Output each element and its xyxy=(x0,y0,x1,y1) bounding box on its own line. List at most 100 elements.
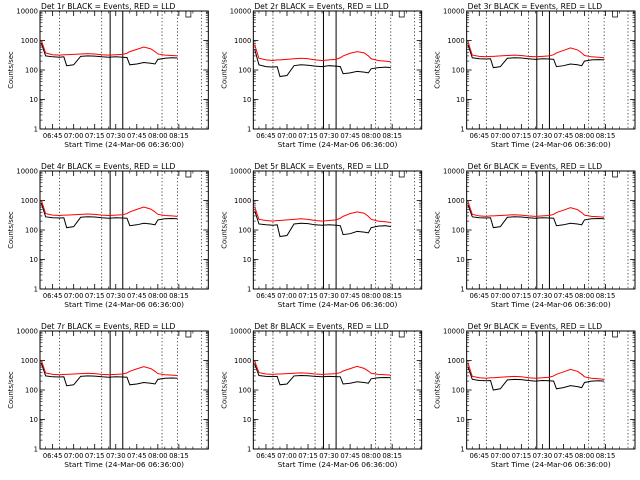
panel-2-ytick-label: 10000 xyxy=(230,8,252,16)
panel-8-events-line xyxy=(254,364,391,386)
panel-3-xtick-label: 06:45 xyxy=(469,132,489,140)
panel-5-xtick-label: 07:15 xyxy=(298,292,318,300)
panel-9-lld-line xyxy=(467,363,605,380)
panel-6-events-line xyxy=(467,204,605,229)
panel-4-xtick-label: 07:45 xyxy=(127,292,147,300)
panel-6-xtick-label: 07:15 xyxy=(512,292,532,300)
panel-3-ytick-label: 10 xyxy=(456,96,465,104)
panel-4-ytick-label: 1000 xyxy=(21,197,38,205)
panel-5-lld-line xyxy=(254,206,391,223)
panel-5-ylabel: Counts/sec xyxy=(220,211,228,249)
panel-8-ytick-label: 1000 xyxy=(234,357,251,365)
panel-6-ylabel: Counts/sec xyxy=(434,211,442,249)
panel-7-ytick-label: 100 xyxy=(25,387,38,395)
panel-7-title: Det 7r BLACK = Events, RED = LLD xyxy=(41,322,176,331)
panel-2-events-line xyxy=(254,49,391,78)
panel-4-ytick-label: 10 xyxy=(29,256,38,264)
panel-3-xtick-label: 08:00 xyxy=(575,132,595,140)
panel-2-title: Det 2r BLACK = Events, RED = LLD xyxy=(254,2,389,11)
panel-6-xtick-label: 07:00 xyxy=(491,292,511,300)
panel-7-xtick-label: 07:30 xyxy=(106,452,126,460)
panel-4-xtick-label: 07:15 xyxy=(85,292,105,300)
panel-9-xlabel: Start Time (24-Mar-06 06:36:00) xyxy=(491,460,611,469)
panel-5-ytick-label: 1000 xyxy=(234,197,251,205)
panel-5-xtick-label: 06:45 xyxy=(256,292,276,300)
panel-7-xtick-label: 07:45 xyxy=(127,452,147,460)
panel-6-xlabel: Start Time (24-Mar-06 06:36:00) xyxy=(491,300,611,309)
panel-9-xtick-label: 08:00 xyxy=(575,452,595,460)
panel-9-xtick-label: 07:30 xyxy=(533,452,553,460)
panel-6: Det 6r BLACK = Events, RED = LLD 1 10 100 10… xyxy=(434,162,636,309)
panel-2-xtick-label: 08:15 xyxy=(382,132,402,140)
panel-9-ytick-label: 1000 xyxy=(447,357,464,365)
panel-1-ytick-label: 1000 xyxy=(21,37,38,45)
panel-8-xtick-label: 07:30 xyxy=(319,452,339,460)
panel-1-ytick-label: 1 xyxy=(34,126,38,134)
panel-6-ytick-label: 1000 xyxy=(447,197,464,205)
panel-7-ylabel: Counts/sec xyxy=(7,371,15,409)
panel-4-xtick-label: 07:00 xyxy=(64,292,84,300)
panel-3-ylabel: Counts/sec xyxy=(434,51,442,89)
panel-7-ytick-label: 1 xyxy=(34,446,38,454)
panel-1-ylabel: Counts/sec xyxy=(7,51,15,89)
panel-4-lld-line xyxy=(40,200,178,217)
panel-1-xtick-label: 08:00 xyxy=(148,132,168,140)
panel-8-flag-marker xyxy=(398,331,405,338)
panel-4-xtick-label: 08:00 xyxy=(148,292,168,300)
panel-5-ytick-label: 10 xyxy=(243,256,252,264)
panel-9-xtick-label: 07:15 xyxy=(512,452,532,460)
panel-9-ytick-label: 100 xyxy=(452,387,465,395)
panel-8-ytick-label: 100 xyxy=(238,387,251,395)
panel-1-title: Det 1r BLACK = Events, RED = LLD xyxy=(41,2,176,11)
panel-3-ytick-label: 1000 xyxy=(447,37,464,45)
panel-7-ytick-label: 1000 xyxy=(21,357,38,365)
panel-1-ytick-label: 10 xyxy=(29,96,38,104)
panel-9-ylabel: Counts/sec xyxy=(434,371,442,409)
panel-1-lld-line xyxy=(40,40,178,57)
panel-5-ytick-label: 100 xyxy=(238,227,251,235)
panel-6-ytick-label: 100 xyxy=(452,227,465,235)
panel-9-xtick-label: 07:45 xyxy=(554,452,574,460)
panel-3: Det 3r BLACK = Events, RED = LLD 1 10 100 10… xyxy=(434,2,636,149)
panel-7-events-line xyxy=(40,363,178,387)
panel-8-xtick-label: 07:45 xyxy=(340,452,360,460)
panel-8-xtick-label: 08:15 xyxy=(382,452,402,460)
panel-2-xtick-label: 08:00 xyxy=(361,132,381,140)
panel-1: Det 1r BLACK = Events, RED = LLD 1 10 100 10… xyxy=(7,2,209,149)
panel-3-xtick-label: 07:00 xyxy=(491,132,511,140)
panel-9-ytick-label: 10 xyxy=(456,416,465,424)
panel-7-xtick-label: 07:15 xyxy=(85,452,105,460)
panel-6-xtick-label: 08:00 xyxy=(575,292,595,300)
panel-7: Det 7r BLACK = Events, RED = LLD 1 10 100 10… xyxy=(7,322,209,469)
panel-1-xtick-label: 07:30 xyxy=(106,132,126,140)
panel-9-ytick-label: 10000 xyxy=(443,328,465,336)
panel-4-xtick-label: 08:15 xyxy=(169,292,189,300)
panel-5: Det 5r BLACK = Events, RED = LLD 1 10 100 10… xyxy=(220,162,423,309)
panel-7-xtick-label: 06:45 xyxy=(43,452,63,460)
panel-3-ytick-label: 100 xyxy=(452,67,465,75)
panel-8-ytick-label: 10 xyxy=(243,416,252,424)
panel-2-ytick-label: 1 xyxy=(247,126,251,134)
panel-2-xtick-label: 07:30 xyxy=(319,132,339,140)
panel-8-ylabel: Counts/sec xyxy=(220,371,228,409)
panel-6-ytick-label: 1 xyxy=(460,286,464,294)
panel-2-xtick-label: 07:00 xyxy=(277,132,297,140)
panel-7-lld-line xyxy=(40,360,178,377)
panel-9-xtick-label: 06:45 xyxy=(469,452,489,460)
panel-7-xtick-label: 08:00 xyxy=(148,452,168,460)
panel-2-ytick-label: 100 xyxy=(238,67,251,75)
panel-6-xtick-label: 08:15 xyxy=(596,292,616,300)
panel-5-title: Det 5r BLACK = Events, RED = LLD xyxy=(254,162,389,171)
panel-8-xtick-label: 06:45 xyxy=(256,452,276,460)
panel-4-xtick-label: 06:45 xyxy=(43,292,63,300)
panel-2-xtick-label: 07:15 xyxy=(298,132,318,140)
panel-6-flag-marker xyxy=(612,171,618,178)
panel-4-xlabel: Start Time (24-Mar-06 06:36:00) xyxy=(64,300,184,309)
panel-1-events-line xyxy=(40,43,178,67)
panel-3-xlabel: Start Time (24-Mar-06 06:36:00) xyxy=(491,140,611,149)
panel-3-ytick-label: 1 xyxy=(460,126,464,134)
panel-3-lld-line xyxy=(467,41,605,59)
panel-6-lld-line xyxy=(467,201,605,218)
panel-7-xtick-label: 07:00 xyxy=(64,452,84,460)
